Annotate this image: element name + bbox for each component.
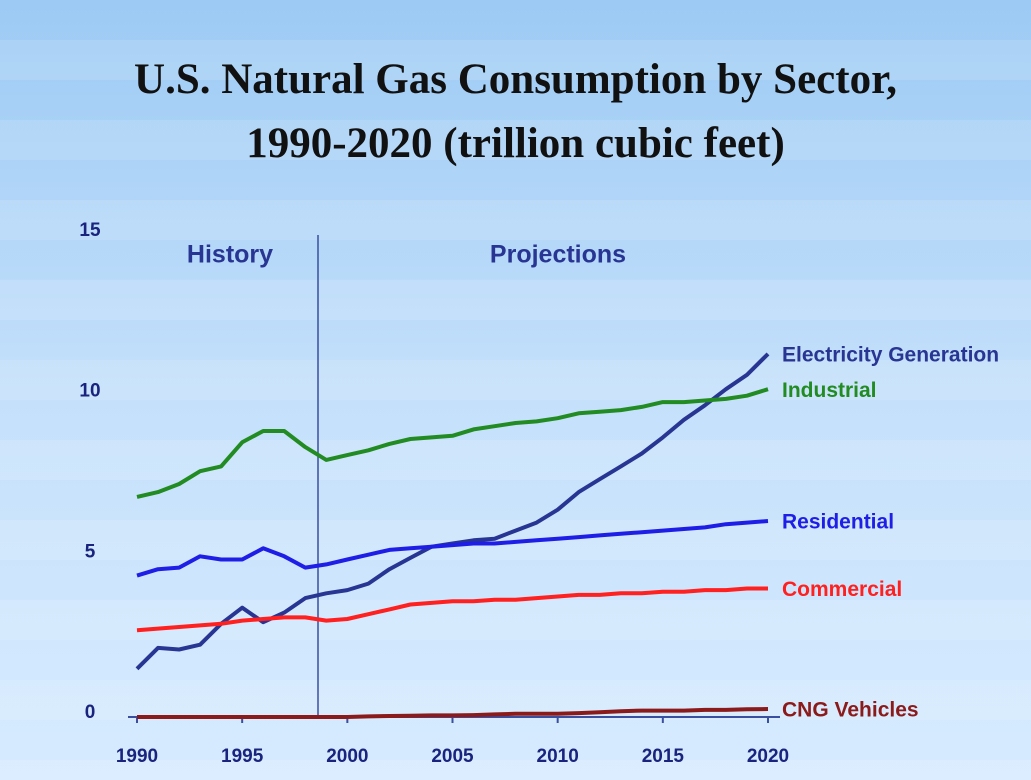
- x-tick-label: 1990: [116, 746, 158, 767]
- x-tick-label: 2015: [642, 746, 685, 767]
- x-tick-label: 1995: [221, 746, 264, 767]
- annotation: Projections: [490, 241, 626, 269]
- x-tick-label: 2010: [537, 746, 579, 767]
- series-line: [136, 387, 769, 499]
- series-label: Residential: [782, 511, 894, 534]
- y-tick-label: 5: [85, 541, 96, 562]
- y-tick-label: 10: [79, 381, 100, 402]
- series-label: Industrial: [782, 379, 877, 402]
- y-tick-label: 15: [79, 220, 101, 241]
- series-label: CNG Vehicles: [782, 699, 919, 722]
- x-tick-label: 2000: [326, 746, 368, 767]
- x-tick-label: 2020: [747, 746, 789, 767]
- series-label: Electricity Generation: [782, 343, 999, 366]
- series-line: [136, 586, 768, 633]
- series-label: Commercial: [782, 578, 902, 601]
- series-line: [137, 707, 769, 719]
- series-line: [136, 519, 769, 578]
- chart-title: U.S. Natural Gas Consumption by Sector, …: [134, 56, 897, 167]
- x-tick-label: 2005: [431, 746, 474, 767]
- y-tick-label: 0: [85, 702, 96, 723]
- annotation: History: [187, 241, 273, 269]
